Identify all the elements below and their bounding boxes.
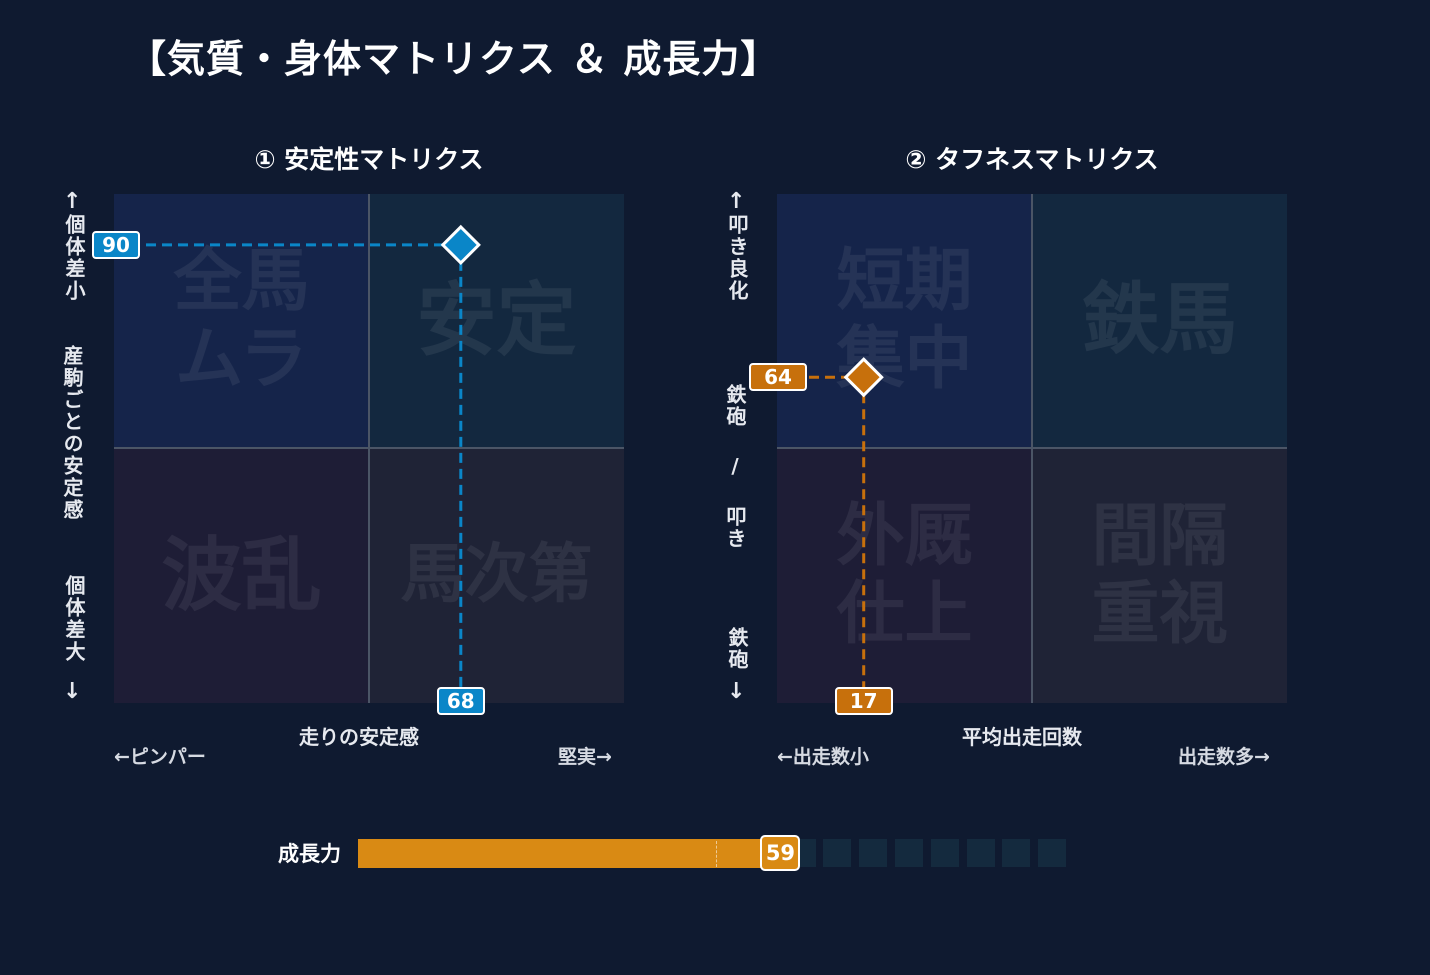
quadrant-label: 馬次第 bbox=[400, 538, 593, 613]
toughness-x-label: 平均出走回数 bbox=[962, 725, 1082, 749]
stability-matrix: 全馬 ムラ 安定 波乱 馬次第 bbox=[114, 194, 624, 703]
stability-x-high-label: 堅実→ bbox=[558, 746, 612, 768]
gauge-segment bbox=[859, 839, 888, 867]
growth-value-badge: 59 bbox=[760, 835, 801, 871]
toughness-y-high-label: 叩き良化 bbox=[725, 214, 749, 302]
quadrant-label: 短期 集中 bbox=[836, 241, 973, 399]
gauge-reference-mark bbox=[716, 841, 717, 867]
quadrant-top-left: 全馬 ムラ bbox=[114, 194, 369, 448]
quadrant-bottom-right: 馬次第 bbox=[369, 449, 624, 703]
quadrant-top-left: 短期 集中 bbox=[777, 194, 1032, 448]
quadrant-label: 外厩 仕上 bbox=[836, 496, 973, 654]
y-up-arrow-icon: ↑ bbox=[63, 189, 82, 214]
quadrant-bottom-right: 間隔 重視 bbox=[1032, 449, 1287, 703]
stability-x-label: 走りの安定感 bbox=[299, 725, 419, 749]
quadrant-top-right: 安定 bbox=[369, 194, 624, 448]
gauge-segment bbox=[930, 839, 959, 867]
quadrant-top-right: 鉄馬 bbox=[1032, 194, 1287, 448]
quadrant-label: 間隔 重視 bbox=[1091, 496, 1228, 654]
gauge-segment bbox=[895, 839, 923, 867]
gauge-segment bbox=[966, 839, 995, 867]
quadrant-label: 安定 bbox=[416, 274, 577, 367]
y-down-arrow-icon: ↓ bbox=[63, 679, 82, 704]
toughness-x-low-label: ←出走数小 bbox=[777, 746, 869, 768]
quadrant-divider-horizontal bbox=[777, 447, 1287, 449]
quadrant-bottom-left: 外厩 仕上 bbox=[777, 449, 1032, 703]
quadrant-bottom-left: 波乱 bbox=[114, 449, 369, 703]
page-title: 【気質・身体マトリクス ＆ 成長力】 bbox=[128, 37, 780, 81]
toughness-chart-title: ② タフネスマトリクス bbox=[905, 145, 1159, 174]
stability-chart-title: ① 安定性マトリクス bbox=[254, 145, 484, 174]
gauge-segment bbox=[823, 839, 852, 867]
stability-y-value-badge: 90 bbox=[92, 230, 140, 259]
toughness-y-label: 鉄砲 / 叩き bbox=[723, 384, 747, 550]
y-down-arrow-icon: ↓ bbox=[727, 679, 746, 704]
quadrant-label: 全馬 ムラ bbox=[173, 241, 310, 399]
quadrant-label: 鉄馬 bbox=[1081, 275, 1238, 366]
growth-label: 成長力 bbox=[278, 842, 341, 866]
gauge-fill bbox=[358, 839, 781, 868]
stability-y-label: 産駒ごとの安定感 bbox=[60, 345, 84, 521]
toughness-matrix: 短期 集中 鉄馬 外厩 仕上 間隔 重視 bbox=[777, 194, 1287, 703]
toughness-y-value-badge: 64 bbox=[749, 363, 807, 392]
toughness-x-value-badge: 17 bbox=[834, 687, 893, 715]
stability-x-low-label: ←ピンパー bbox=[114, 746, 206, 768]
stability-x-value-badge: 68 bbox=[436, 687, 485, 715]
gauge-segment bbox=[1038, 839, 1067, 867]
toughness-x-high-label: 出走数多→ bbox=[1178, 746, 1270, 768]
stability-y-high-label: 個体差小 bbox=[62, 214, 86, 302]
stability-y-low-label: 個体差大 bbox=[62, 575, 86, 663]
toughness-data-point bbox=[843, 357, 884, 398]
toughness-y-low-label: 鉄砲 bbox=[725, 627, 749, 671]
stability-data-point bbox=[440, 224, 481, 266]
y-up-arrow-icon: ↑ bbox=[727, 189, 746, 214]
quadrant-label: 波乱 bbox=[161, 529, 322, 622]
gauge-segment bbox=[1002, 839, 1031, 867]
quadrant-divider-horizontal bbox=[114, 447, 624, 449]
